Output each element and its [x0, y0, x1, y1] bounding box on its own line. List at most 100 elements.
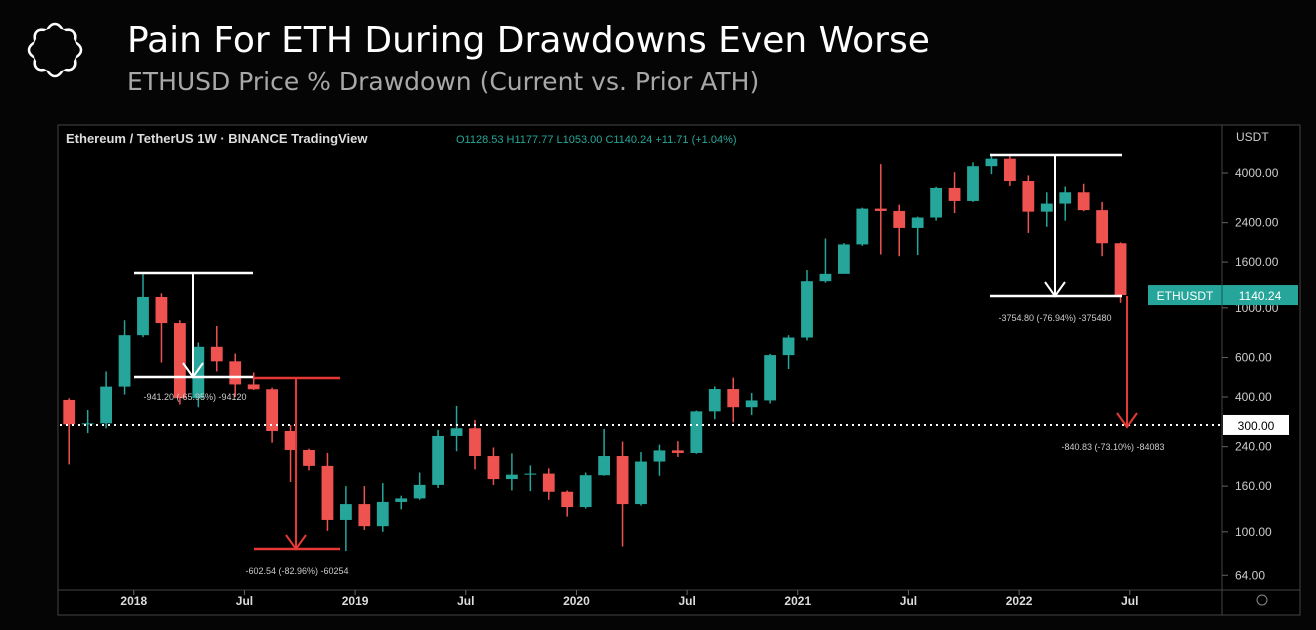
candle-body — [856, 208, 869, 245]
candle-body — [339, 504, 352, 520]
x-tick-label: 2019 — [342, 594, 369, 608]
candle-body — [985, 158, 998, 167]
drawdown-arrowhead — [285, 534, 307, 551]
subtitle: ETHUSD Price % Drawdown (Current vs. Pri… — [127, 67, 759, 96]
y-tick-label: 1600.00 — [1235, 255, 1279, 269]
candle-body — [487, 456, 500, 480]
title: Pain For ETH During Drawdowns Even Worse — [127, 20, 930, 61]
candle-body — [542, 473, 555, 492]
candle-body — [764, 355, 777, 401]
candle-body — [782, 337, 795, 356]
candle-body — [1059, 192, 1072, 204]
price-tag — [1148, 285, 1298, 306]
candle-body — [745, 400, 758, 408]
y-tick-label: 600.00 — [1235, 351, 1272, 365]
x-tick-label: 2022 — [1006, 594, 1033, 608]
candle-body — [561, 491, 574, 508]
drawdown-arrowhead — [182, 362, 204, 379]
candle-body — [727, 389, 740, 408]
candle-body — [63, 399, 76, 425]
candle-body — [1003, 158, 1016, 182]
y-tick-label: 400.00 — [1235, 390, 1272, 404]
drawdown-label: -840.83 (-73.10%) -84083 — [1061, 442, 1164, 452]
candle-body — [266, 389, 279, 431]
candle-body — [911, 217, 924, 228]
candle-body — [690, 411, 703, 453]
x-tick-label: 2021 — [784, 594, 811, 608]
drawdown-label: -3754.80 (-76.94%) -375480 — [998, 313, 1111, 323]
candle-body — [874, 208, 887, 211]
candle-body — [229, 361, 242, 385]
candle-body — [137, 296, 149, 336]
candle-body — [100, 386, 113, 424]
settings-icon[interactable] — [1256, 594, 1268, 606]
candle-body — [801, 281, 813, 338]
candle-body — [321, 465, 334, 520]
drawdown-label: -602.54 (-82.96%) -60254 — [245, 566, 348, 576]
price-tag-value: 1140.24 — [1239, 289, 1282, 303]
candle-body — [579, 475, 592, 508]
candle-body — [505, 474, 518, 480]
logo — [27, 22, 83, 78]
candle-body — [653, 450, 666, 462]
candle-body — [469, 428, 481, 457]
chart-panel — [57, 124, 1301, 616]
candle-body — [155, 296, 168, 324]
x-tick-label: Jul — [900, 594, 917, 608]
candle-body — [819, 273, 832, 282]
hline-tag-label: 300.00 — [1238, 419, 1275, 433]
candle-body — [303, 449, 315, 466]
symbol-line: Ethereum / TetherUS 1W · BINANCE Trading… — [66, 131, 368, 146]
candle-body — [635, 461, 647, 505]
candle-body — [413, 484, 426, 499]
candle-body — [524, 473, 537, 475]
candle-body — [948, 187, 961, 201]
y-tick-label: 240.00 — [1235, 440, 1272, 454]
hline-tag — [1223, 414, 1289, 435]
candle-body — [671, 450, 684, 453]
candle-body — [247, 384, 260, 390]
candle-body — [118, 335, 131, 387]
candle-body — [1022, 181, 1035, 212]
x-tick-label: Jul — [457, 594, 474, 608]
y-tick-label: 4000.00 — [1235, 166, 1279, 180]
x-tick-label: Jul — [1121, 594, 1138, 608]
candle-body — [284, 430, 297, 450]
x-tick-label: 2020 — [563, 594, 590, 608]
candle-body — [598, 456, 611, 476]
candle-body — [837, 244, 850, 274]
x-tick-label: Jul — [678, 594, 695, 608]
candle-body — [893, 210, 906, 228]
candle-body — [358, 504, 371, 527]
candle-body — [173, 323, 186, 399]
candle-body — [192, 346, 205, 399]
candle-body — [967, 166, 979, 201]
candle-body — [376, 501, 389, 527]
x-tick-label: Jul — [236, 594, 253, 608]
candle-body — [616, 456, 629, 505]
ohlc-line: O1128.53 H1177.77 L1053.00 C1140.24 +11.… — [456, 134, 737, 146]
candle-body — [1096, 210, 1109, 244]
y-tick-label: 100.00 — [1235, 525, 1272, 539]
price-tag-name: ETHUSDT — [1157, 289, 1214, 303]
drawdown-label: -941.20 (-65.95%) -94120 — [143, 392, 246, 402]
candle-body — [432, 435, 445, 485]
candle-body — [1040, 203, 1053, 212]
candle-body — [1114, 243, 1127, 296]
candle-body — [81, 423, 94, 425]
drawdown-arrowhead — [1116, 412, 1138, 429]
candle-body — [450, 428, 463, 436]
drawdown-arrowhead — [1044, 281, 1066, 298]
y-unit: USDT — [1236, 130, 1269, 144]
y-tick-label: 2400.00 — [1235, 216, 1279, 230]
y-tick-label: 64.00 — [1235, 568, 1265, 582]
candle-body — [210, 346, 223, 362]
candle-body — [708, 389, 721, 412]
candle-body — [930, 187, 943, 218]
x-tick-label: 2018 — [120, 594, 147, 608]
y-tick-label: 160.00 — [1235, 479, 1272, 493]
candle-body — [395, 498, 408, 502]
candle-body — [1077, 192, 1090, 211]
